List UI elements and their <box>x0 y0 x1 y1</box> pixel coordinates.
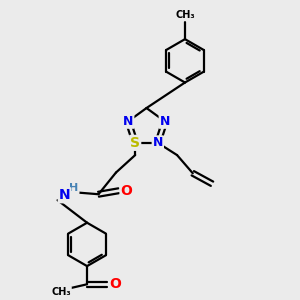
Text: N: N <box>160 115 170 128</box>
Text: N: N <box>123 115 134 128</box>
Text: CH₃: CH₃ <box>175 11 195 20</box>
Text: CH₃: CH₃ <box>51 287 71 297</box>
Text: O: O <box>109 277 121 291</box>
Text: N: N <box>59 188 70 202</box>
Text: H: H <box>69 183 79 193</box>
Text: S: S <box>130 136 140 150</box>
Text: N: N <box>153 136 163 149</box>
Text: O: O <box>121 184 132 198</box>
